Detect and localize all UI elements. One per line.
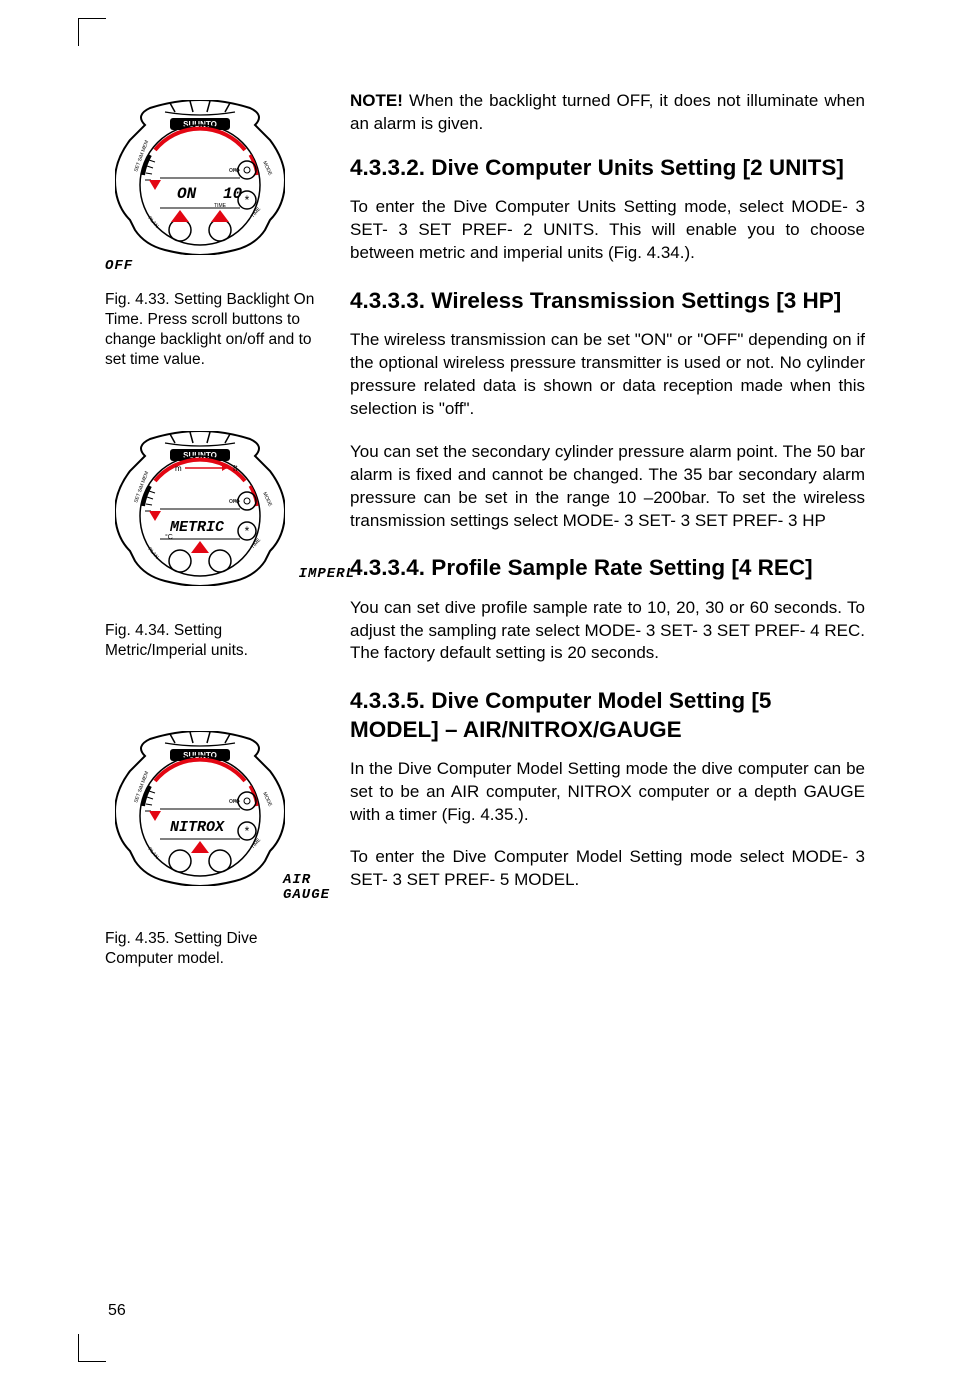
figure-caption: Fig. 4.35. Setting Dive Computer model. xyxy=(105,929,325,969)
heading-model: 4.3.3.5. Dive Computer Model Setting [5 … xyxy=(350,687,865,743)
dive-computer-illustration: SUUNTO SET SIM MEM MODE PLAN TIME xyxy=(105,90,300,280)
svg-text:METRIC: METRIC xyxy=(169,519,225,536)
page-content: SUUNTO SET SIM MEM MODE PLAN TIME xyxy=(105,90,865,1007)
svg-text:*: * xyxy=(245,524,250,538)
svg-text:MODE: MODE xyxy=(261,491,273,508)
note-body: When the backlight turned OFF, it does n… xyxy=(350,91,865,133)
dive-computer-illustration: SUUNTO SET SIM MEM MODE PLAN TIME xyxy=(105,721,300,911)
figure-caption: Fig. 4.33. Setting Backlight On Time. Pr… xyxy=(105,290,325,371)
page-number: 56 xyxy=(108,1302,126,1320)
device-outline: SUUNTO SET SIM MEM MODE PLAN TIME xyxy=(115,100,285,255)
sublabel-line: AIR xyxy=(283,872,311,888)
figure-sublabel: OFF xyxy=(105,258,133,274)
svg-text:*: * xyxy=(245,193,250,207)
figure-sublabel: AIR GAUGE xyxy=(283,873,330,904)
svg-text:ON: ON xyxy=(177,185,197,203)
note-text: NOTE! When the backlight turned OFF, it … xyxy=(350,90,865,136)
device-outline: SUUNTO SET SIM MEM MODE PLAN TIME xyxy=(115,431,285,586)
figure-caption: Fig. 4.34. Setting Metric/Imperial units… xyxy=(105,621,325,661)
svg-text:10: 10 xyxy=(223,185,243,203)
svg-text:MODE: MODE xyxy=(261,791,273,808)
body-paragraph: You can set the secondary cylinder press… xyxy=(350,441,865,533)
svg-text:ft: ft xyxy=(233,464,238,473)
figure-sublabel: IMPERL xyxy=(299,566,355,582)
svg-text:TIME: TIME xyxy=(214,203,227,209)
body-paragraph: To enter the Dive Computer Model Setting… xyxy=(350,846,865,892)
heading-wireless: 4.3.3.3. Wireless Transmission Settings … xyxy=(350,287,865,315)
right-column: NOTE! When the backlight turned OFF, it … xyxy=(350,90,865,1007)
left-column: SUUNTO SET SIM MEM MODE PLAN TIME xyxy=(105,90,325,1007)
svg-text:MODE: MODE xyxy=(261,160,273,177)
figure-4-35: SUUNTO SET SIM MEM MODE PLAN TIME xyxy=(105,721,325,969)
heading-profile: 4.3.3.4. Profile Sample Rate Setting [4 … xyxy=(350,554,865,582)
dive-computer-illustration: SUUNTO SET SIM MEM MODE PLAN TIME xyxy=(105,421,300,611)
crop-mark xyxy=(78,18,106,46)
body-paragraph: In the Dive Computer Model Setting mode … xyxy=(350,758,865,827)
figure-4-33: SUUNTO SET SIM MEM MODE PLAN TIME xyxy=(105,90,325,371)
svg-text:NITROX: NITROX xyxy=(170,819,225,836)
body-paragraph: To enter the Dive Computer Units Setting… xyxy=(350,196,865,265)
svg-text:*: * xyxy=(245,824,250,838)
figure-4-34: SUUNTO SET SIM MEM MODE PLAN TIME xyxy=(105,421,325,661)
device-outline: SUUNTO SET SIM MEM MODE PLAN TIME xyxy=(115,731,285,886)
svg-text:m: m xyxy=(175,464,182,473)
body-paragraph: The wireless transmission can be set "ON… xyxy=(350,329,865,421)
heading-units: 4.3.3.2. Dive Computer Units Setting [2 … xyxy=(350,154,865,182)
crop-mark xyxy=(78,1334,106,1362)
body-paragraph: You can set dive profile sample rate to … xyxy=(350,597,865,666)
sublabel-line: GAUGE xyxy=(283,887,330,903)
